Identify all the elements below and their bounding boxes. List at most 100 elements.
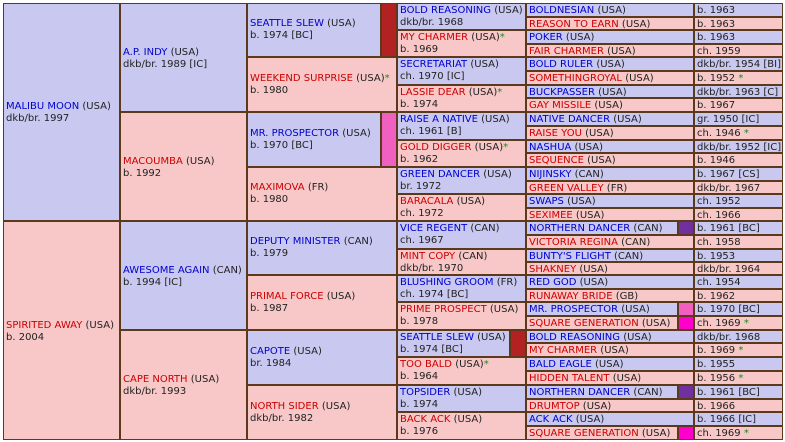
horse-name-link[interactable]: SEQUENCE [529, 155, 584, 166]
horse-country: (USA) [293, 345, 322, 357]
horse-name-link[interactable]: DRUMTOP [529, 401, 580, 412]
horse-name-link[interactable]: MALIBU MOON [6, 101, 80, 112]
horse-cell-g5-14: GREEN VALLEY (FR) [526, 181, 694, 194]
horse-name-link[interactable]: MR. PROSPECTOR [529, 304, 619, 315]
horse-country: (USA) [326, 290, 356, 302]
horse-info: b. 1974 [BC] [400, 344, 463, 355]
horse-name-link[interactable]: RUNAWAY BRIDE [529, 291, 613, 302]
horse-country: (GB) [615, 291, 639, 302]
horse-name-link[interactable]: BACK ACK [400, 414, 451, 425]
horse-name-link[interactable]: GAY MISSILE [529, 100, 592, 111]
horse-country: (USA) [621, 304, 650, 315]
horse-country: (CAN) [458, 251, 488, 262]
horse-name-link[interactable]: A.P. INDY [123, 46, 168, 58]
horse-name-link[interactable]: REASON TO EARN [529, 19, 619, 30]
horse-cell-g4-8: BARACALA (USA) ch. 1972 [397, 194, 526, 221]
horse-name-link[interactable]: BUNTY'S FLIGHT [529, 251, 611, 262]
horse-info-cell: ch. 1946 * [694, 126, 783, 140]
horse-info: b. 1963 [697, 19, 736, 30]
horse-cell-g5-23: MR. PROSPECTOR (USA) [526, 302, 678, 316]
horse-country: (USA) [598, 87, 627, 98]
horse-name-link[interactable]: LASSIE DEAR [400, 87, 466, 98]
horse-name-link[interactable]: CAPE NORTH [123, 374, 188, 385]
horse-name-link[interactable]: SOMETHINGROYAL [529, 73, 622, 84]
horse-name-link[interactable]: SWAPS [529, 196, 564, 207]
horse-info-cell: b. 1952 * [694, 71, 783, 85]
horse-name-link[interactable]: GOLD DIGGER [400, 142, 472, 153]
horse-name-link[interactable]: NORTHERN DANCER [529, 387, 631, 398]
horse-name-link[interactable]: SQUARE GENERATION [529, 318, 639, 329]
horse-name-link[interactable]: NORTH SIDER [250, 400, 319, 412]
horse-name-link[interactable]: SHAKNEY [529, 264, 577, 275]
horse-info-cell: b. 1955 [694, 357, 783, 371]
horse-name-link[interactable]: MR. PROSPECTOR [250, 127, 340, 139]
horse-cell-g4-1: BOLD REASONING (USA) dkb/br. 1968 [397, 3, 526, 30]
horse-cell-g3-1: SEATTLE SLEW (USA) b. 1974 [BC] [247, 3, 381, 57]
horse-country: (CAN) [621, 237, 651, 248]
horse-info: b. 1980 [250, 84, 289, 96]
horse-info-cell: dkb/br. 1952 [IC] [694, 140, 783, 153]
horse-info: ch. 1958 [697, 237, 741, 248]
horse-name-link[interactable]: BOLD REASONING [400, 5, 491, 16]
horse-name-link[interactable]: SEATTLE SLEW [400, 332, 474, 343]
horse-country: (USA) [494, 5, 523, 16]
horse-name-link[interactable]: RED GOD [529, 277, 577, 288]
horse-name-link[interactable]: SPIRITED AWAY [6, 319, 83, 331]
horse-name-link[interactable]: SECRETARIAT [400, 59, 468, 70]
horse-cell-g5-11: NASHUA (USA) [526, 140, 694, 153]
horse-name-link[interactable]: SEATTLE SLEW [250, 18, 324, 29]
horse-name-link[interactable]: VICTORIA REGINA [529, 237, 618, 248]
horse-name-link[interactable]: HIDDEN TALENT [529, 373, 610, 384]
horse-name-link[interactable]: NATIVE DANCER [529, 114, 611, 125]
horse-name-link[interactable]: SEXIMEE [529, 210, 573, 221]
horse-name-link[interactable]: NASHUA [529, 142, 572, 153]
horse-name-link[interactable]: BLUSHING GROOM [400, 277, 494, 288]
horse-name-link[interactable]: FAIR CHARMER [529, 46, 604, 57]
horse-name-link[interactable]: GREEN VALLEY [529, 183, 604, 194]
horse-name-link[interactable]: TOO BALD [400, 359, 453, 370]
horse-name-link[interactable]: SQUARE GENERATION [529, 428, 639, 439]
horse-name-link[interactable]: AWESOME AGAIN [123, 264, 210, 276]
horse-name-link[interactable]: BOLD RULER [529, 59, 594, 70]
horse-name-link[interactable]: CAPOTE [250, 345, 291, 357]
horse-name-link[interactable]: RAISE A NATIVE [400, 114, 478, 125]
horse-name-link[interactable]: POKER [529, 32, 563, 43]
horse-cell-g5-31: ACK ACK (USA) [526, 412, 694, 426]
horse-country: (USA) [594, 359, 624, 370]
horse-info-cell: b. 1969 * [694, 343, 783, 357]
horse-info: b. 1967 [CS] [697, 169, 760, 180]
horse-name-link[interactable]: PRIME PROSPECT [400, 304, 487, 315]
horse-name-link[interactable]: MINT COPY [400, 251, 456, 262]
inbreeding-color-bar [381, 112, 397, 167]
inbreeding-star-icon: * [738, 373, 744, 384]
inbreeding-star-icon: * [743, 318, 749, 329]
horse-name-link[interactable]: DEPUTY MINISTER [250, 236, 341, 247]
horse-name-link[interactable]: VICE REGENT [400, 223, 468, 234]
horse-cell-g5-9: NATIVE DANCER (USA) [526, 112, 694, 126]
horse-name-link[interactable]: MY CHARMER [529, 345, 598, 356]
horse-name-link[interactable]: ACK ACK [529, 414, 573, 425]
horse-cell-g5-2: REASON TO EARN (USA) [526, 17, 694, 30]
horse-name-link[interactable]: NORTHERN DANCER [529, 223, 631, 234]
horse-name-link[interactable]: MAXIMOVA [250, 182, 305, 193]
horse-info: dkb/br. 1952 [IC] [697, 142, 782, 153]
horse-name-link[interactable]: GREEN DANCER [400, 169, 481, 180]
horse-name-link[interactable]: TOPSIDER [400, 387, 451, 398]
horse-name-link[interactable]: BARACALA [400, 196, 454, 207]
horse-name-link[interactable]: BOLDNESIAN [529, 5, 595, 16]
horse-name-link[interactable]: WEEKEND SURPRISE [250, 72, 353, 84]
inbreeding-star-icon: * [483, 359, 489, 370]
horse-country: (USA) [170, 46, 200, 58]
horse-name-link[interactable]: BUCKPASSER [529, 87, 595, 98]
horse-name-link[interactable]: NIJINSKY [529, 169, 572, 180]
horse-name-link[interactable]: MACOUMBA [123, 155, 183, 167]
horse-name-link[interactable]: BALD EAGLE [529, 359, 592, 370]
horse-name-link[interactable]: MY CHARMER [400, 32, 469, 43]
horse-name-link[interactable]: RAISE YOU [529, 128, 582, 139]
horse-info: b. 1994 [IC] [123, 276, 183, 288]
horse-info: dkb/br. 1968 [697, 332, 761, 343]
horse-info: b. 1946 [697, 155, 736, 166]
horse-name-link[interactable]: BOLD REASONING [529, 332, 620, 343]
horse-name-link[interactable]: PRIMAL FORCE [250, 290, 324, 302]
